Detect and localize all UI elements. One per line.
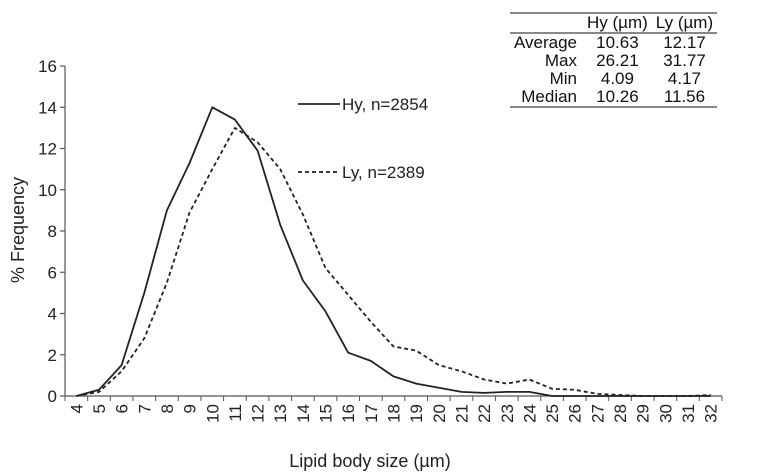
- x-tick-label: 24: [520, 404, 539, 423]
- series-line-ly: [76, 127, 711, 397]
- y-axis-title: % Frequency: [8, 177, 28, 283]
- stats-row-min: Min 4.09 4.17: [510, 70, 717, 88]
- x-tick-label: 26: [566, 404, 585, 423]
- x-tick-label: 17: [362, 404, 381, 423]
- x-tick-label: 4: [67, 404, 86, 413]
- y-tick-label: 12: [38, 140, 57, 159]
- x-tick-label: 23: [498, 404, 517, 423]
- y-tick-label: 14: [38, 98, 57, 117]
- summary-stats-table: Hy (µm) Ly (µm) Average 10.63 12.17 Max …: [510, 12, 718, 108]
- stats-row-average: Average 10.63 12.17: [510, 33, 717, 52]
- stats-row-label: Max: [544, 51, 578, 70]
- stats-header-blank: [510, 12, 584, 34]
- stats-row-max: Max 26.21 31.77: [510, 52, 717, 70]
- stats-header-ly: Ly (µm): [651, 12, 718, 34]
- x-tick-label: 25: [543, 404, 562, 423]
- x-tick-label: 18: [385, 404, 404, 423]
- stats-cell-ly: 12.17: [663, 33, 706, 52]
- y-tick-label: 2: [48, 346, 57, 365]
- x-tick-label: 12: [249, 404, 268, 423]
- stats-cell-ly: 31.77: [663, 51, 706, 70]
- x-tick-label: 15: [317, 404, 336, 423]
- y-tick-label: 6: [48, 263, 57, 282]
- stats-cell-hy: 26.21: [596, 51, 639, 70]
- stats-header-hy: Hy (µm): [583, 12, 652, 34]
- x-tick-label: 5: [90, 404, 109, 413]
- x-tick-label: 6: [113, 404, 132, 413]
- x-tick-label: 22: [475, 404, 494, 423]
- stats-cell-ly: 11.56: [651, 88, 718, 108]
- x-tick-label: 32: [702, 404, 721, 423]
- stats-row-median: Median 10.26 11.56: [510, 88, 718, 108]
- stats-cell-hy: 4.09: [600, 69, 634, 88]
- x-tick-label: 30: [656, 404, 675, 423]
- stats-cell-ly: 4.17: [667, 69, 701, 88]
- stats-row-label: Median: [510, 88, 584, 108]
- x-tick-label: 27: [588, 404, 607, 423]
- x-tick-label: 14: [294, 404, 313, 423]
- y-tick-label: 16: [38, 57, 57, 76]
- x-tick-label: 10: [203, 404, 222, 423]
- x-tick-label: 16: [339, 404, 358, 423]
- series-line-hy: [76, 106, 711, 397]
- stats-cell-hy: 10.63: [596, 33, 639, 52]
- x-tick-label: 20: [430, 404, 449, 423]
- chart-legend: Hy, n=2854 Ly, n=2389: [298, 95, 428, 182]
- y-tick-label: 0: [48, 387, 57, 406]
- x-tick-label: 21: [452, 404, 471, 423]
- stats-row-label: Average: [514, 33, 578, 52]
- x-tick-label: 7: [135, 404, 154, 413]
- y-tick-label: 4: [48, 305, 57, 324]
- stats-header-row: Hy (µm) Ly (µm): [510, 12, 718, 34]
- x-tick-label: 28: [611, 404, 630, 423]
- y-tick-label: 10: [38, 181, 57, 200]
- x-axis-title: Lipid body size (µm): [289, 451, 450, 471]
- x-tick-label: 13: [271, 404, 290, 423]
- x-tick-label: 29: [634, 404, 653, 423]
- y-tick-label: 8: [48, 222, 57, 241]
- x-tick-label: 19: [407, 404, 426, 423]
- y-tick-labels: 0 2 4 6 8 10 12 14 16: [38, 57, 65, 406]
- x-tick-label: 31: [679, 404, 698, 423]
- x-tick-labels: 4 5 6 7 8 9 10 11 12 13 14 15 16 17 18 19 20 21 22 23 24 25 26…: [64, 396, 723, 423]
- x-tick-label: 9: [181, 404, 200, 413]
- legend-label-ly: Ly, n=2389: [342, 163, 425, 182]
- stats-cell-hy: 10.26: [583, 88, 652, 108]
- legend-label-hy: Hy, n=2854: [342, 95, 428, 114]
- x-tick-label: 11: [226, 404, 245, 422]
- chart-series: [76, 106, 711, 397]
- stats-row-label: Min: [549, 69, 578, 88]
- x-tick-label: 8: [158, 404, 177, 413]
